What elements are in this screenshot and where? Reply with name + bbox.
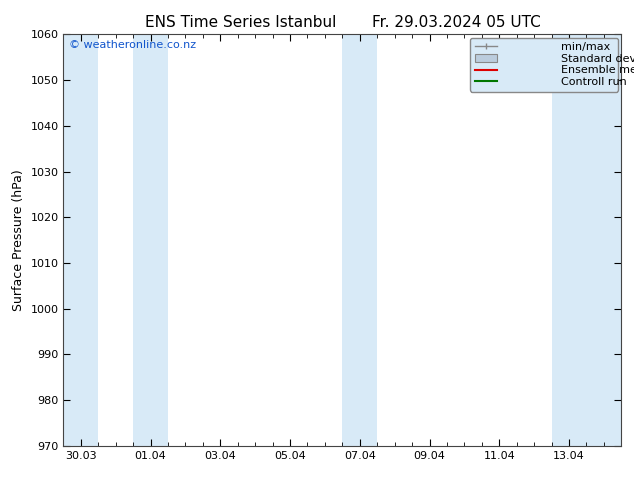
- Legend: min/max, Standard deviation, Ensemble mean run, Controll run: min/max, Standard deviation, Ensemble me…: [470, 38, 618, 92]
- Bar: [63, 34, 98, 446]
- Y-axis label: Surface Pressure (hPa): Surface Pressure (hPa): [12, 169, 25, 311]
- Bar: [342, 34, 377, 446]
- Text: © weatheronline.co.nz: © weatheronline.co.nz: [69, 41, 196, 50]
- Text: ENS Time Series Istanbul: ENS Time Series Istanbul: [145, 15, 337, 30]
- Bar: [552, 34, 621, 446]
- Bar: [133, 34, 168, 446]
- Text: Fr. 29.03.2024 05 UTC: Fr. 29.03.2024 05 UTC: [372, 15, 541, 30]
